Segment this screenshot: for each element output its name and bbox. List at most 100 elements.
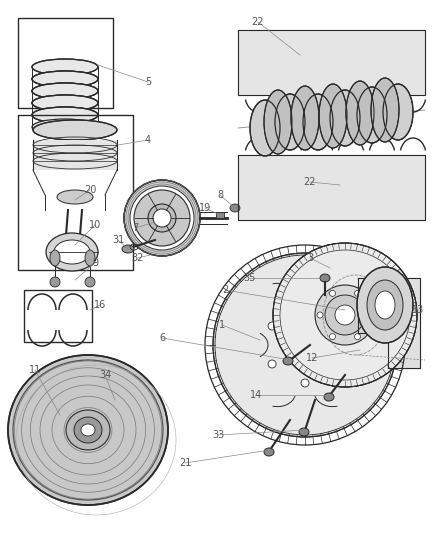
Ellipse shape	[320, 274, 330, 282]
Ellipse shape	[32, 119, 98, 135]
Text: 22: 22	[252, 17, 264, 27]
Ellipse shape	[148, 204, 176, 232]
Text: 6: 6	[159, 333, 165, 343]
Ellipse shape	[81, 424, 95, 436]
Ellipse shape	[273, 243, 417, 387]
Ellipse shape	[291, 86, 319, 150]
Ellipse shape	[230, 204, 240, 212]
Ellipse shape	[319, 84, 347, 148]
Ellipse shape	[134, 190, 190, 246]
Ellipse shape	[293, 333, 317, 357]
Polygon shape	[238, 155, 425, 220]
Text: 35: 35	[244, 273, 256, 283]
Circle shape	[367, 312, 373, 318]
Ellipse shape	[32, 95, 98, 111]
Text: 22: 22	[304, 177, 316, 187]
Text: 9: 9	[92, 258, 98, 268]
Circle shape	[317, 312, 323, 318]
Ellipse shape	[32, 83, 98, 99]
Text: 5: 5	[145, 77, 151, 87]
Ellipse shape	[303, 94, 333, 150]
Ellipse shape	[283, 357, 293, 365]
Polygon shape	[238, 30, 425, 95]
Ellipse shape	[250, 100, 280, 156]
Ellipse shape	[346, 81, 374, 145]
Ellipse shape	[275, 94, 305, 150]
Circle shape	[301, 379, 309, 387]
Ellipse shape	[32, 59, 98, 75]
Text: 33: 33	[212, 430, 224, 440]
Ellipse shape	[33, 120, 117, 140]
Text: 1: 1	[219, 320, 225, 330]
Circle shape	[268, 360, 276, 368]
Text: 14: 14	[250, 390, 262, 400]
Ellipse shape	[32, 71, 98, 87]
Ellipse shape	[124, 180, 200, 256]
Text: 16: 16	[94, 300, 106, 310]
Ellipse shape	[330, 90, 360, 146]
Ellipse shape	[32, 71, 98, 87]
Ellipse shape	[315, 285, 375, 345]
Text: 3: 3	[307, 253, 313, 263]
Text: 34: 34	[99, 370, 111, 380]
Text: 21: 21	[179, 458, 191, 468]
Ellipse shape	[299, 428, 309, 436]
Ellipse shape	[32, 95, 98, 111]
Ellipse shape	[54, 240, 90, 264]
Text: 31: 31	[112, 235, 124, 245]
Ellipse shape	[85, 277, 95, 287]
Ellipse shape	[130, 186, 194, 250]
Text: 12: 12	[306, 353, 318, 363]
Ellipse shape	[357, 87, 387, 143]
Ellipse shape	[46, 233, 98, 271]
Circle shape	[268, 322, 276, 330]
Circle shape	[301, 303, 309, 311]
Ellipse shape	[122, 245, 134, 253]
Bar	[18, 115, 133, 270]
Ellipse shape	[32, 107, 98, 123]
Ellipse shape	[32, 83, 98, 99]
Circle shape	[334, 360, 342, 368]
Ellipse shape	[8, 355, 168, 505]
Text: 2: 2	[222, 285, 228, 295]
Bar	[24, 290, 92, 342]
Text: 19: 19	[199, 203, 211, 213]
Text: 10: 10	[89, 220, 101, 230]
Ellipse shape	[367, 280, 403, 330]
Ellipse shape	[57, 190, 93, 204]
Text: 20: 20	[84, 185, 96, 195]
Ellipse shape	[74, 417, 102, 443]
Ellipse shape	[50, 277, 60, 287]
Circle shape	[354, 334, 360, 340]
Bar	[18, 18, 113, 108]
Ellipse shape	[375, 291, 395, 319]
Bar	[33, 140, 117, 170]
Text: 13: 13	[412, 305, 424, 315]
Ellipse shape	[66, 410, 110, 450]
Polygon shape	[358, 278, 420, 368]
Circle shape	[354, 290, 360, 296]
Ellipse shape	[50, 250, 60, 266]
Ellipse shape	[264, 448, 274, 456]
Text: 7: 7	[132, 223, 138, 233]
Ellipse shape	[264, 90, 292, 154]
Text: 11: 11	[29, 365, 41, 375]
Text: 32: 32	[132, 253, 144, 263]
Ellipse shape	[357, 267, 413, 343]
Circle shape	[334, 322, 342, 330]
Ellipse shape	[32, 107, 98, 123]
Ellipse shape	[153, 209, 171, 227]
Ellipse shape	[324, 393, 334, 401]
Ellipse shape	[283, 323, 327, 367]
Text: 8: 8	[217, 190, 223, 200]
Ellipse shape	[371, 78, 399, 142]
Ellipse shape	[85, 250, 95, 266]
Ellipse shape	[325, 295, 365, 335]
Text: 4: 4	[145, 135, 151, 145]
Circle shape	[329, 290, 336, 296]
Ellipse shape	[213, 253, 397, 437]
Bar	[216, 212, 224, 218]
Circle shape	[329, 334, 336, 340]
Ellipse shape	[383, 84, 413, 140]
Ellipse shape	[335, 305, 355, 325]
